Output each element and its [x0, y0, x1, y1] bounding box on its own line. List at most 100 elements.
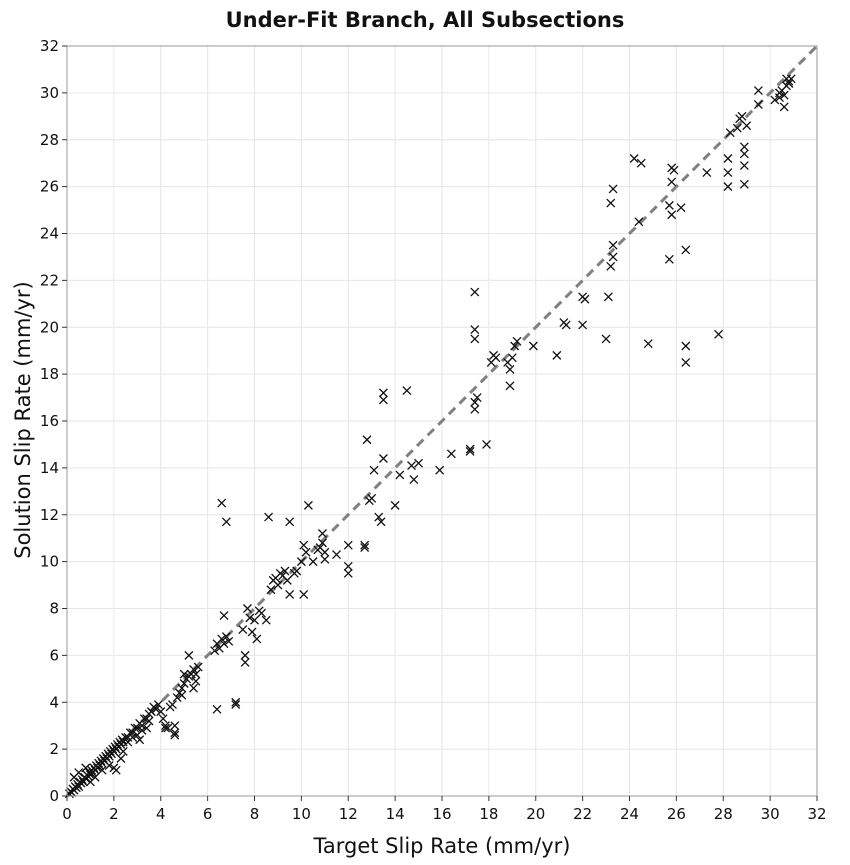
- y-axis-label: Solution Slip Rate (mm/yr): [11, 281, 35, 559]
- y-tick-label: 26: [40, 178, 59, 196]
- data-point: [714, 329, 724, 339]
- y-tick-label: 4: [49, 693, 59, 711]
- data-point: [578, 320, 588, 330]
- data-point: [676, 203, 686, 213]
- x-tick-label: 6: [203, 805, 213, 823]
- data-point: [240, 650, 250, 660]
- data-point: [739, 161, 749, 170]
- data-point: [247, 627, 257, 637]
- data-point: [742, 121, 752, 131]
- data-point: [643, 339, 653, 349]
- x-tick-label: 8: [250, 805, 260, 823]
- data-point: [739, 149, 749, 159]
- x-tick-label: 0: [62, 805, 72, 823]
- data-point: [723, 154, 733, 163]
- data-point: [552, 350, 562, 360]
- y-tick-label: 0: [49, 787, 59, 805]
- x-tick-label: 14: [386, 805, 405, 823]
- data-point: [104, 761, 114, 770]
- y-tick-label: 8: [49, 600, 59, 618]
- data-point: [681, 357, 691, 367]
- data-point: [343, 540, 353, 550]
- data-point: [221, 632, 231, 642]
- data-point: [308, 557, 318, 567]
- data-point: [739, 179, 749, 189]
- data-point: [360, 540, 370, 550]
- data-point: [608, 184, 618, 194]
- reference-line: [65, 44, 819, 798]
- data-point: [163, 723, 173, 733]
- data-point: [667, 210, 677, 220]
- data-point: [482, 439, 491, 449]
- data-point: [217, 498, 227, 508]
- y-tick-label: 30: [40, 84, 59, 102]
- data-point: [512, 336, 522, 346]
- data-point: [299, 589, 309, 599]
- data-point: [470, 397, 480, 407]
- data-point: [603, 292, 613, 302]
- data-point: [732, 123, 742, 133]
- data-point: [470, 404, 480, 414]
- y-tick-label: 32: [40, 37, 59, 55]
- points-layer: [64, 74, 796, 799]
- data-point: [470, 325, 480, 335]
- data-point: [179, 679, 189, 688]
- data-point: [362, 435, 372, 445]
- data-point: [97, 765, 107, 775]
- data-point: [137, 725, 147, 735]
- data-point: [170, 721, 180, 731]
- data-point: [132, 723, 142, 733]
- data-point: [606, 261, 616, 271]
- data-point: [360, 543, 370, 553]
- data-point: [193, 662, 203, 672]
- data-point: [505, 381, 515, 391]
- x-tick-label: 30: [761, 805, 780, 823]
- data-point: [217, 634, 227, 644]
- data-point: [303, 500, 313, 510]
- y-tick-label: 18: [40, 365, 59, 383]
- data-point: [118, 747, 128, 756]
- data-point: [224, 636, 234, 646]
- data-point: [667, 163, 677, 173]
- data-point: [160, 723, 170, 733]
- data-point: [435, 465, 445, 475]
- data-point: [191, 669, 201, 679]
- y-tick-label: 10: [40, 553, 59, 571]
- y-tick-label: 12: [40, 506, 59, 524]
- data-point: [378, 454, 388, 463]
- data-point: [153, 700, 163, 710]
- data-point: [238, 625, 248, 635]
- data-point: [409, 475, 419, 485]
- data-point: [219, 639, 229, 649]
- data-point: [156, 707, 166, 717]
- data-point: [285, 517, 295, 527]
- data-point: [737, 111, 747, 121]
- data-point: [177, 683, 187, 693]
- data-point: [90, 772, 100, 782]
- data-point: [779, 102, 789, 112]
- data-point: [779, 90, 789, 100]
- data-point: [285, 589, 295, 599]
- data-point: [390, 500, 400, 510]
- data-point: [144, 716, 154, 726]
- data-point: [378, 395, 388, 405]
- data-point: [634, 217, 644, 227]
- data-point: [170, 728, 180, 738]
- data-point: [580, 294, 590, 304]
- y-tick-label: 6: [49, 646, 59, 664]
- data-point: [168, 700, 177, 710]
- data-point: [343, 561, 353, 571]
- data-point: [561, 320, 571, 330]
- data-point: [753, 86, 763, 95]
- data-point: [212, 704, 222, 714]
- data-point: [753, 100, 763, 110]
- y-tick-label: 22: [40, 271, 59, 289]
- data-point: [369, 465, 379, 475]
- data-point: [299, 540, 309, 550]
- data-point: [378, 388, 388, 398]
- data-point: [681, 341, 691, 351]
- data-point: [664, 200, 674, 210]
- data-point: [376, 517, 386, 527]
- data-point: [81, 763, 91, 773]
- data-point: [402, 386, 412, 395]
